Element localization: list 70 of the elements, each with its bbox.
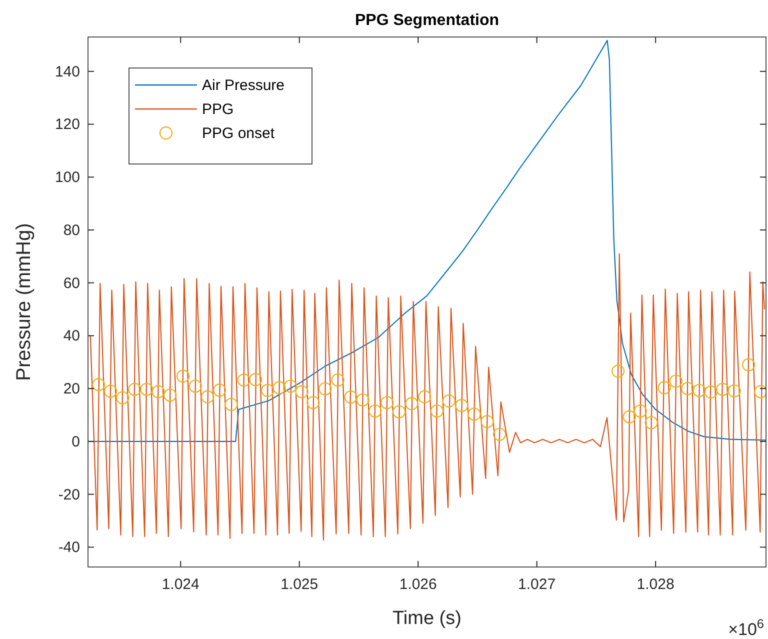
y-axis-title: Pressure (mmHg)	[13, 223, 35, 381]
y-tick-label: 20	[63, 380, 80, 398]
point	[176, 370, 190, 383]
point	[455, 398, 468, 412]
point	[224, 398, 238, 412]
point	[634, 404, 647, 418]
y-tick-label: 40	[63, 328, 80, 345]
point	[380, 396, 394, 410]
point	[163, 388, 177, 402]
point	[418, 390, 432, 404]
point	[669, 374, 682, 388]
y-tick-label: 60	[63, 274, 80, 292]
x-axis-title: Time (s)	[392, 608, 462, 629]
point	[692, 384, 706, 398]
point	[356, 393, 370, 407]
chart-title: PPG Segmentation	[354, 12, 500, 29]
point	[306, 396, 320, 410]
y-tick-label: -20	[58, 486, 80, 504]
point	[116, 391, 130, 404]
x-tick-label: 1.028	[636, 576, 674, 593]
point	[140, 382, 154, 396]
legend-label: Air Pressure	[202, 77, 285, 94]
point	[468, 408, 481, 421]
y-tick-label: 80	[63, 222, 80, 239]
y-tick-label: -40	[58, 539, 80, 556]
point	[152, 385, 165, 398]
point	[430, 404, 444, 418]
point	[644, 416, 658, 430]
point	[331, 374, 344, 387]
point	[237, 374, 251, 387]
point	[681, 382, 694, 396]
point	[611, 364, 625, 378]
point	[104, 384, 118, 398]
y-tick-label: 0	[72, 433, 80, 450]
y-tick-label: 140	[54, 63, 80, 80]
x-tick-label: 1.026	[399, 576, 437, 593]
point	[658, 381, 671, 394]
y-tick-label: 100	[54, 169, 80, 186]
y-tick-label: 120	[54, 116, 80, 134]
point	[318, 382, 332, 396]
legend-label: PPG	[202, 101, 234, 118]
point	[704, 385, 718, 399]
point	[392, 405, 406, 418]
point	[405, 397, 418, 410]
point	[742, 358, 756, 372]
point	[754, 385, 766, 398]
point	[248, 372, 262, 386]
point	[295, 385, 308, 398]
point	[728, 384, 741, 398]
point	[212, 384, 226, 397]
point	[128, 382, 142, 396]
x-tick-label: 1.024	[162, 576, 200, 593]
point	[492, 428, 506, 441]
point	[260, 384, 274, 398]
point	[188, 380, 202, 393]
point	[284, 380, 298, 393]
point	[368, 404, 382, 418]
point	[92, 378, 106, 392]
line-series	[90, 253, 766, 541]
x-tick-label: 1.027	[518, 576, 556, 593]
point	[480, 415, 494, 428]
legend-label: PPG onset	[202, 125, 276, 142]
point	[344, 390, 358, 404]
point	[716, 382, 730, 396]
point	[272, 381, 286, 394]
text: ×10$^{6}$	[728, 616, 764, 639]
point	[200, 390, 214, 404]
point	[442, 394, 456, 408]
x-tick-label: 1.025	[280, 576, 318, 593]
point	[622, 410, 636, 424]
